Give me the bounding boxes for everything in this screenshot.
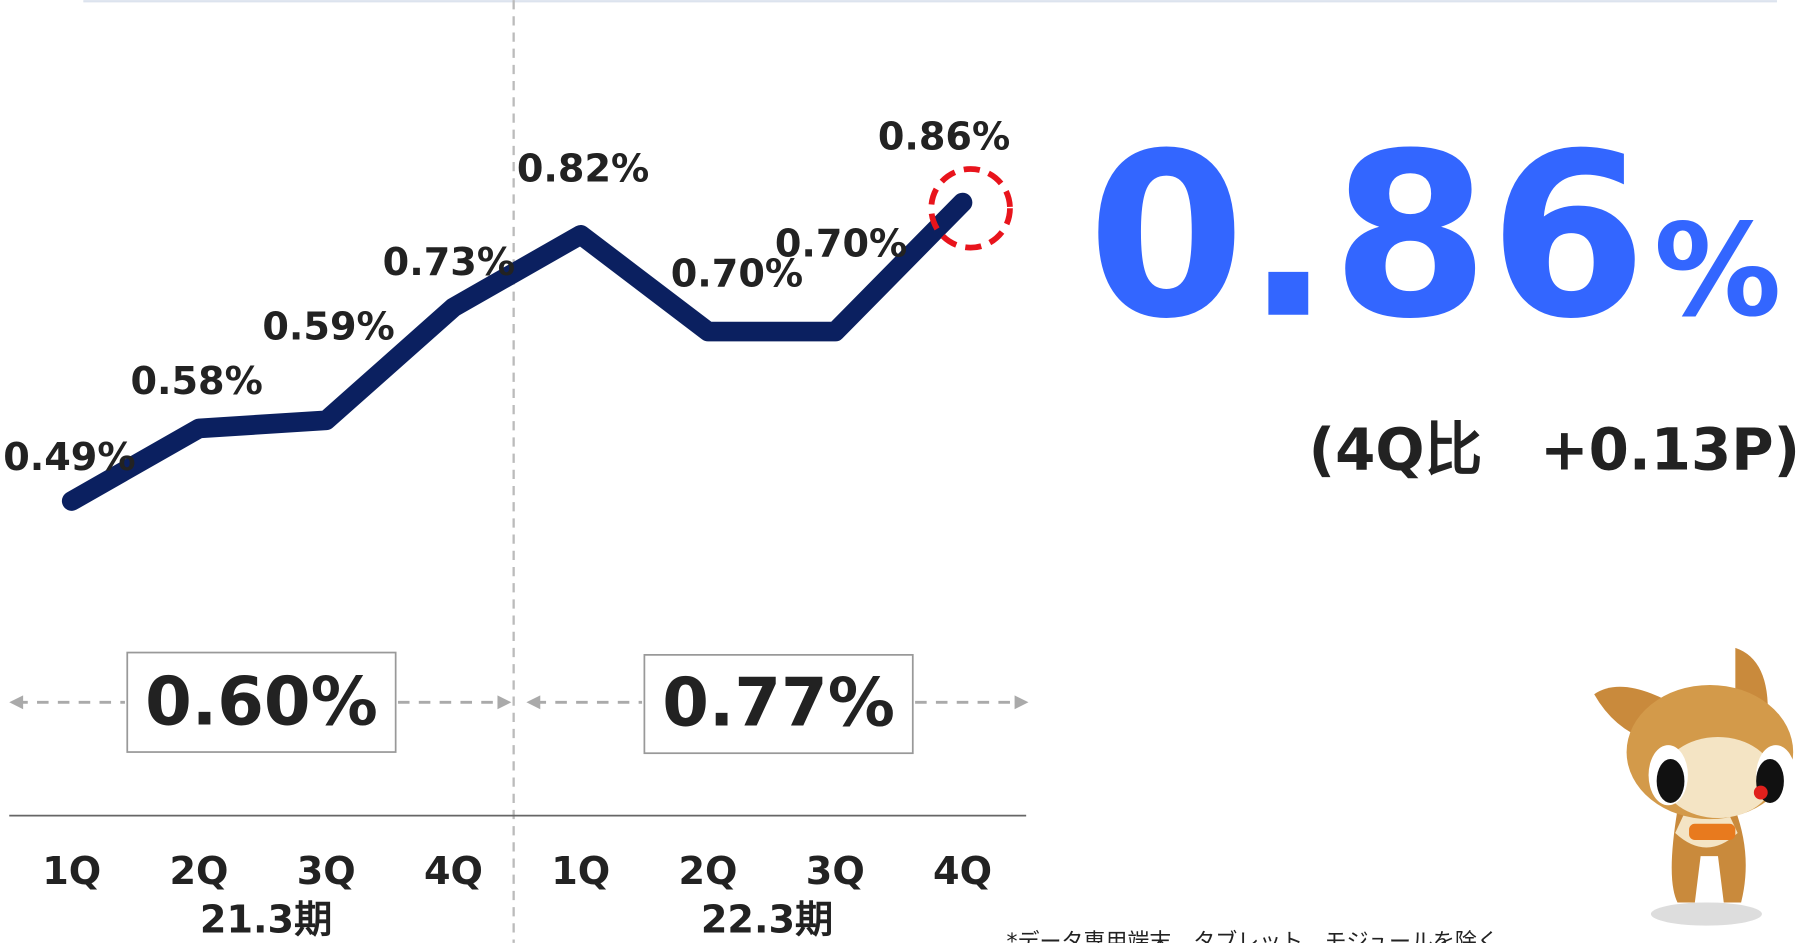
mascot [1594, 647, 1796, 926]
average-box [643, 653, 914, 755]
average-label: 0.77% [662, 663, 895, 741]
data-label: 0.86% [878, 115, 1010, 159]
data-label: 0.82% [517, 148, 649, 192]
x-tick-label: 1Q [42, 850, 101, 894]
data-label: 0.49% [3, 436, 135, 480]
x-tick-label: 4Q [424, 850, 483, 894]
data-label: 0.70% [775, 222, 907, 266]
data-label: 0.73% [383, 241, 515, 285]
data-label: 0.59% [262, 305, 394, 349]
x-tick-label: 2Q [169, 850, 228, 894]
footnote: *データ専用端末、タブレット、モジュールを除く [1006, 930, 1498, 943]
highlight-note: (4Q比 +0.13P) [1309, 416, 1800, 484]
x-tick-label: 4Q [933, 850, 992, 894]
highlight-unit: % [1654, 198, 1781, 346]
group-label: 21.3期 [200, 899, 332, 943]
average-box [126, 651, 397, 753]
data-label: 0.70% [671, 253, 803, 297]
x-tick-label: 3Q [806, 850, 865, 894]
x-tick-label: 1Q [551, 850, 610, 894]
average-label: 0.60% [145, 662, 378, 740]
x-tick-label: 3Q [297, 850, 356, 894]
highlight-value: 0.86% [1087, 106, 1781, 369]
line [61, 192, 973, 511]
x-tick-label: 2Q [679, 850, 738, 894]
group-label: 22.3期 [701, 899, 833, 943]
data-label: 0.58% [130, 360, 262, 404]
highlight-marker [928, 166, 1013, 251]
period-arrows [9, 695, 1029, 710]
highlight-number: 0.86 [1087, 106, 1646, 369]
